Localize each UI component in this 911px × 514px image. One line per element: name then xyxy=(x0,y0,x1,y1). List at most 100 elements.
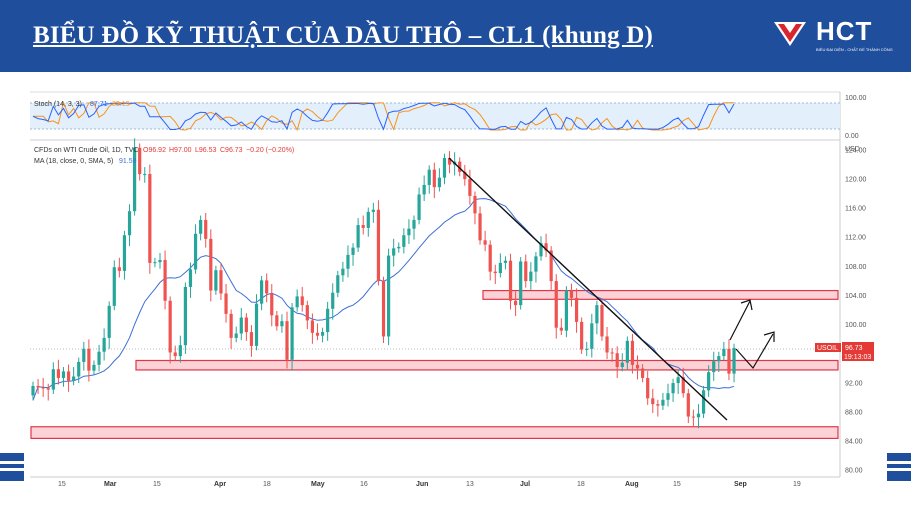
candle-body xyxy=(41,387,45,389)
candle-body xyxy=(549,250,553,282)
logo-diamond-icon xyxy=(774,22,806,46)
candle-body xyxy=(600,305,604,337)
x-tick-label: 18 xyxy=(263,481,271,488)
left-side-tab xyxy=(0,453,24,481)
candle-body xyxy=(681,377,685,394)
candle-body xyxy=(463,171,467,180)
stoch-tick-100: 100.00 xyxy=(845,95,867,102)
candle-body xyxy=(717,356,721,362)
candle-body xyxy=(244,317,248,333)
candle-body xyxy=(153,262,157,264)
candle-body xyxy=(204,219,208,239)
y-tick-label: 100.00 xyxy=(845,322,867,329)
candle-body xyxy=(646,377,650,399)
candle-body xyxy=(168,300,172,353)
candle-body xyxy=(310,320,314,333)
candle-body xyxy=(36,385,40,388)
candle-body xyxy=(539,243,543,257)
candle-body xyxy=(117,267,121,271)
candle-body xyxy=(727,348,731,374)
stoch-k-value: 87.71 xyxy=(90,101,108,108)
candle-body xyxy=(193,233,198,270)
candle-body xyxy=(417,194,421,220)
ma-value: 91.59 xyxy=(119,158,137,165)
candle-body xyxy=(595,305,599,324)
candle-body xyxy=(351,247,355,255)
y-axis-unit: USD xyxy=(845,146,860,153)
x-tick-label: 19 xyxy=(793,481,801,488)
candle-body xyxy=(97,351,101,365)
candle-body xyxy=(422,184,426,195)
x-tick-label: 15 xyxy=(673,481,681,488)
candle-body xyxy=(183,286,187,346)
candle-body xyxy=(112,267,116,306)
candle-body xyxy=(651,398,655,405)
candle-body xyxy=(503,260,508,263)
candle-body xyxy=(615,353,619,368)
last-price-badge xyxy=(842,342,874,352)
candle-body xyxy=(468,179,472,196)
candle-body xyxy=(209,238,213,291)
candle-body xyxy=(127,211,132,236)
candle-body xyxy=(315,332,320,336)
candle-body xyxy=(280,321,284,327)
candle-body xyxy=(590,323,594,349)
arrow-pullback-up xyxy=(735,331,775,370)
candle-body xyxy=(102,337,106,352)
y-tick-label: 88.00 xyxy=(845,409,863,416)
candle-body xyxy=(331,292,335,309)
candle-body xyxy=(671,383,675,394)
stoch-d-value: 83.19 xyxy=(112,101,130,108)
x-tick-label: 15 xyxy=(153,481,161,488)
candle-body xyxy=(387,255,391,337)
candle-body xyxy=(376,209,381,282)
candle-body xyxy=(635,364,640,369)
candle-body xyxy=(371,209,375,212)
candle-body xyxy=(722,348,726,357)
candle-body xyxy=(544,243,548,251)
sr-zone xyxy=(30,426,839,440)
candle-body xyxy=(326,308,330,333)
y-tick-label: 108.00 xyxy=(845,264,867,271)
candle-body xyxy=(610,352,614,354)
candle-body xyxy=(31,385,35,396)
candle-body xyxy=(51,369,55,390)
candle-body xyxy=(427,169,431,185)
page-title: BIỂU ĐỒ KỸ THUẬT CỦA DẦU THÔ – CL1 (khun… xyxy=(33,22,654,49)
candle-body xyxy=(701,390,706,414)
candle-body xyxy=(529,271,533,282)
y-tick-label: 116.00 xyxy=(845,206,866,213)
candle-body xyxy=(173,352,177,357)
logo-text: HCT xyxy=(816,16,873,46)
candle-body xyxy=(107,305,111,338)
candle-body xyxy=(442,158,447,178)
candle-body xyxy=(122,235,127,271)
candle-body xyxy=(580,321,584,350)
x-tick-label: Jul xyxy=(520,481,530,488)
company-logo: HCT BIỂU ĐẠI DIỆN - CHẤT ĐẾ THÀNH CÔNG xyxy=(768,14,893,58)
candle-body xyxy=(356,225,360,248)
x-tick-label: 16 xyxy=(360,481,368,488)
candle-body xyxy=(199,219,203,234)
sr-zone xyxy=(135,359,839,371)
candle-body xyxy=(229,313,233,338)
y-tick-label: 120.00 xyxy=(845,176,867,183)
candle-body xyxy=(625,340,629,363)
candle-body xyxy=(77,361,81,377)
candle-body xyxy=(219,270,223,294)
header-bar: BIỂU ĐỒ KỸ THUẬT CỦA DẦU THÔ – CL1 (khun… xyxy=(0,0,911,72)
candle-body xyxy=(473,195,477,214)
countdown-badge xyxy=(842,352,874,361)
stoch-k-line xyxy=(32,102,735,131)
candle-body xyxy=(346,254,350,269)
candle-body xyxy=(61,371,66,378)
candle-body xyxy=(224,293,228,314)
stoch-tick-0: 0.00 xyxy=(845,133,859,140)
candle-body xyxy=(361,225,365,228)
y-tick-label: 124.00 xyxy=(845,147,867,154)
ohlc-open: O96.92 xyxy=(143,147,166,154)
candle-body xyxy=(564,290,568,331)
x-tick-first: 15 xyxy=(58,481,66,488)
candle-body xyxy=(712,361,716,373)
candle-body xyxy=(260,280,264,304)
